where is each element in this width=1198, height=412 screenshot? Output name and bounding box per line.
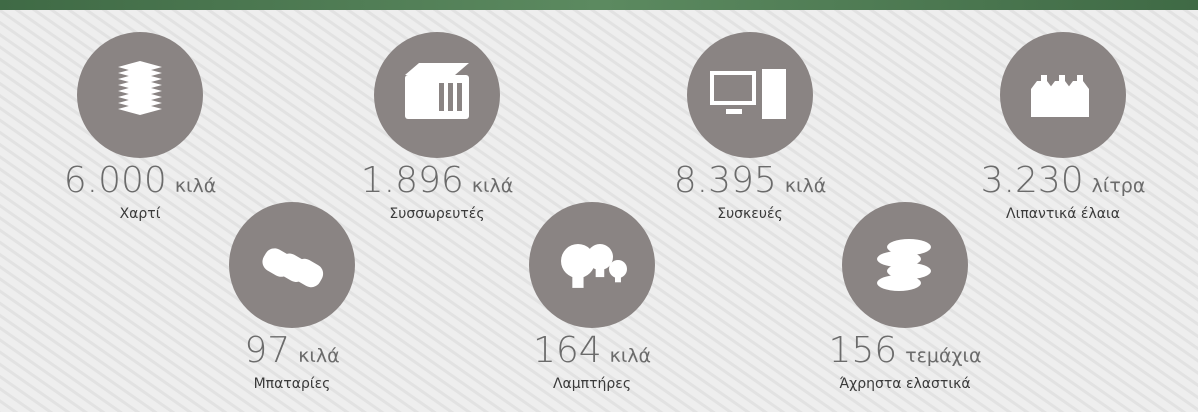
unit: κιλά bbox=[298, 345, 339, 367]
icon bbox=[877, 251, 921, 267]
unit: κιλά bbox=[610, 345, 651, 367]
amount-line: 8.395 κιλά bbox=[674, 160, 826, 201]
icon bbox=[1031, 75, 1053, 117]
unit: τεμάχια bbox=[905, 345, 981, 367]
icon bbox=[1067, 75, 1089, 117]
icon bbox=[448, 83, 453, 111]
amount: 3.230 bbox=[981, 160, 1084, 201]
icon bbox=[439, 83, 444, 111]
amount-line: 3.230 λίτρα bbox=[981, 160, 1146, 201]
amount-line: 6.000 κιλά bbox=[64, 160, 216, 201]
unit: κιλά bbox=[472, 175, 513, 197]
label: Συσσωρευτές bbox=[389, 206, 484, 222]
item: 97 κιλά Μπαταρίες bbox=[229, 202, 355, 392]
amount: 6.000 bbox=[64, 160, 167, 201]
unit: λίτρα bbox=[1092, 175, 1146, 197]
amount-line: 97 κιλά bbox=[244, 330, 339, 371]
icon bbox=[887, 263, 931, 279]
amount-line: 164 κιλά bbox=[533, 330, 651, 371]
item: 164 κιλά Λαμπτήρες bbox=[529, 202, 655, 392]
icon bbox=[609, 260, 627, 278]
amount: 8.395 bbox=[674, 160, 777, 201]
amount: 164 bbox=[533, 330, 602, 371]
icon bbox=[457, 83, 462, 111]
icon bbox=[292, 258, 324, 288]
icon bbox=[615, 276, 621, 283]
icon bbox=[572, 276, 584, 288]
icon bbox=[887, 239, 931, 255]
label: Λιπαντικά έλαια bbox=[1006, 206, 1120, 222]
label: Μπαταρίες bbox=[254, 376, 331, 392]
label: Συσκευές bbox=[717, 206, 783, 222]
label: Άχρηστα ελαστικά bbox=[839, 376, 970, 392]
amount: 156 bbox=[829, 330, 898, 371]
amount: 97 bbox=[244, 330, 290, 371]
icon bbox=[726, 109, 742, 114]
top-bar bbox=[0, 0, 1198, 10]
amount-line: 156 τεμάχια bbox=[829, 330, 982, 371]
icon bbox=[1049, 75, 1071, 117]
icon bbox=[595, 268, 605, 278]
icon bbox=[561, 244, 595, 278]
item: 6.000 κιλά Χαρτί bbox=[64, 32, 216, 222]
icon bbox=[877, 275, 921, 291]
icon bbox=[118, 103, 162, 115]
item: 3.230 λίτρα Λιπαντικά έλαια bbox=[981, 32, 1146, 222]
label: Λαμπτήρες bbox=[553, 376, 631, 392]
amount: 1.896 bbox=[361, 160, 464, 201]
unit: κιλά bbox=[785, 175, 826, 197]
amount-line: 1.896 κιλά bbox=[361, 160, 513, 201]
icon bbox=[405, 63, 469, 75]
icon bbox=[762, 69, 786, 119]
icon bbox=[587, 244, 613, 270]
item: 1.896 κιλά Συσσωρευτές bbox=[361, 32, 513, 222]
icon bbox=[714, 75, 752, 101]
item: 156 τεμάχια Άχρηστα ελαστικά bbox=[829, 202, 982, 392]
label: Χαρτί bbox=[120, 206, 161, 222]
unit: κιλά bbox=[175, 175, 216, 197]
